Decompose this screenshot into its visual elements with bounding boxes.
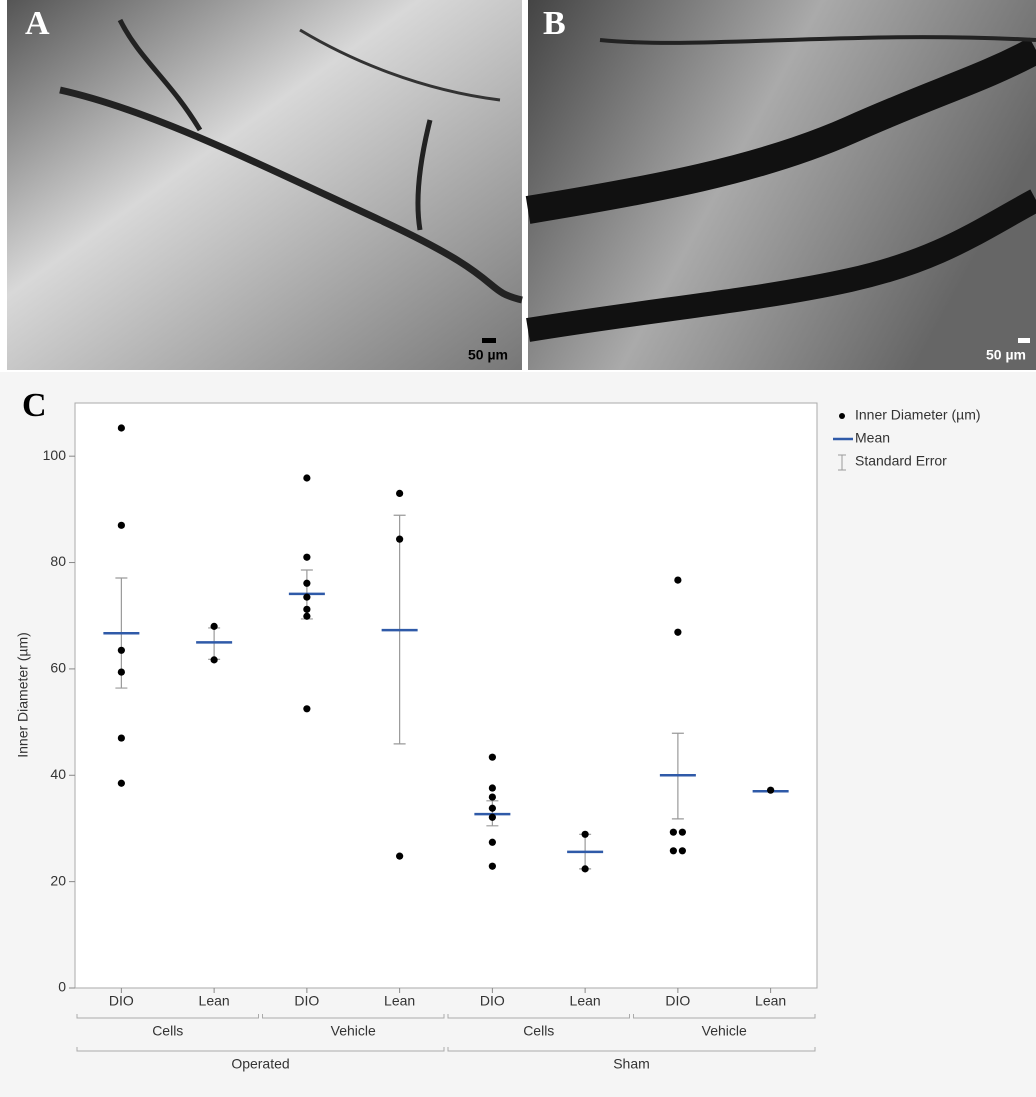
data-point — [488, 753, 496, 761]
x-tick-label: Lean — [755, 993, 786, 1009]
panel-label: C — [22, 387, 47, 424]
data-point — [117, 424, 125, 432]
group-bracket — [76, 1014, 259, 1019]
plot-area — [74, 402, 818, 989]
data-point — [488, 784, 496, 792]
data-point — [117, 668, 125, 676]
x-tick-label: DIO — [109, 993, 134, 1009]
y-axis-title: Inner Diameter (µm) — [15, 632, 31, 758]
legend-label: Standard Error — [855, 453, 947, 469]
data-point — [117, 779, 125, 787]
data-point — [674, 576, 682, 584]
y-tick-label: 100 — [43, 447, 67, 463]
group-label: Operated — [231, 1056, 289, 1072]
group-label: Vehicle — [702, 1023, 747, 1039]
data-point — [669, 828, 677, 836]
x-tick-label: DIO — [665, 993, 690, 1009]
data-point — [488, 838, 496, 846]
scale-label: 50 µm — [468, 347, 508, 363]
data-point — [396, 489, 404, 498]
group-label: Cells — [152, 1023, 183, 1039]
data-point — [210, 656, 218, 664]
data-point — [678, 828, 686, 836]
group-label: Sham — [613, 1056, 650, 1072]
data-point — [674, 628, 682, 636]
data-point — [303, 474, 311, 482]
image-a: A 50 µm — [7, 0, 523, 370]
data-point — [117, 734, 125, 742]
data-point — [581, 865, 589, 873]
data-point — [396, 535, 404, 543]
y-tick-label: 20 — [50, 872, 66, 888]
group-bracket — [262, 1014, 445, 1019]
scale-label: 50 µm — [986, 347, 1026, 363]
group-label: Cells — [523, 1023, 554, 1039]
data-point — [303, 605, 311, 613]
legend-marker — [838, 454, 846, 471]
data-point — [678, 847, 686, 855]
data-point — [117, 521, 125, 529]
group-label: Vehicle — [331, 1023, 376, 1039]
panel-label: B — [543, 5, 566, 42]
x-tick-label: Lean — [570, 993, 601, 1009]
data-point — [303, 705, 311, 713]
legend: Inner Diameter (µm) Mean Standard Error — [833, 407, 981, 471]
y-tick-label: 60 — [50, 660, 66, 676]
data-point — [488, 813, 496, 821]
legend-label: Mean — [855, 430, 890, 446]
data-point — [303, 593, 311, 601]
group-bracket — [447, 1047, 816, 1052]
image-b: B 50 µm — [525, 0, 1036, 370]
data-point — [303, 579, 311, 587]
x-tick-label: Lean — [384, 993, 415, 1009]
group-bracket — [633, 1014, 816, 1019]
legend-marker — [839, 413, 845, 419]
data-point — [767, 786, 775, 794]
data-point — [669, 847, 677, 855]
x-tick-label: Lean — [199, 993, 230, 1009]
data-point — [117, 646, 125, 654]
data-point — [210, 622, 218, 630]
x-tick-label: DIO — [480, 993, 505, 1009]
data-point — [581, 830, 589, 838]
data-point — [488, 793, 496, 801]
y-tick-label: 0 — [58, 979, 66, 995]
group-bracket — [76, 1047, 445, 1052]
y-tick-label: 40 — [50, 766, 66, 782]
data-point — [396, 852, 404, 860]
legend-label: Inner Diameter (µm) — [855, 407, 981, 423]
data-point — [488, 862, 496, 870]
panel-label: A — [25, 5, 50, 42]
data-point — [488, 804, 496, 812]
data-point — [303, 553, 311, 561]
group-bracket — [447, 1014, 630, 1019]
x-tick-label: DIO — [294, 993, 319, 1009]
y-tick-label: 80 — [50, 553, 66, 569]
data-point — [303, 612, 311, 620]
